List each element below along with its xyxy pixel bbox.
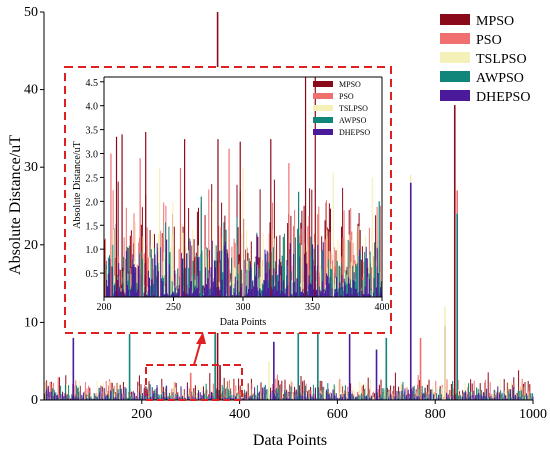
main-legend: MPSO PSO TSLPSO AWPSO DHEPSO: [440, 14, 530, 105]
legend-swatch-dhepso: [440, 90, 470, 101]
x-tick-label: 250: [166, 302, 181, 313]
legend-label-awpso: AWPSO: [339, 116, 367, 125]
legend-label-dhepso: DHEPSO: [476, 90, 530, 105]
main-bars: [44, 12, 534, 400]
legend-swatch-pso: [313, 93, 333, 99]
x-tick-label: 400: [375, 302, 390, 313]
main-x-axis-title: Data Points: [253, 432, 327, 449]
x-tick-label: 350: [305, 302, 320, 313]
y-tick-label: 3.0: [86, 150, 99, 161]
main-y-axis-title: Absolute Distance/uT: [7, 135, 24, 275]
y-tick-label: 1.5: [86, 221, 99, 232]
y-tick-label: 10: [24, 315, 38, 330]
legend-swatch-mpso: [313, 81, 333, 87]
inset-y-axis-title: Absolute Distance/uT: [72, 141, 83, 228]
x-tick-label: 200: [131, 407, 152, 422]
legend-label-pso: PSO: [339, 92, 354, 101]
inset-axes: 200 250 300 350 400 0.5 1.0 1.5 2.0 2.5 3.0 3.5 4.0 4…: [86, 76, 390, 313]
legend-swatch-awpso: [440, 71, 470, 82]
y-tick-label: 4.0: [86, 102, 99, 113]
legend-swatch-tslpso: [313, 105, 333, 111]
y-tick-label: 3.5: [86, 126, 99, 137]
inset-bars: [104, 77, 383, 297]
y-tick-label: 2.0: [86, 197, 99, 208]
y-tick-label: 50: [24, 5, 38, 20]
inset-legend: MPSO PSO TSLPSO AWPSO DHEPSO: [313, 80, 370, 137]
x-tick-label: 1000: [519, 407, 547, 422]
y-tick-label: 1.0: [86, 245, 99, 256]
legend-label-mpso: MPSO: [339, 80, 361, 89]
y-tick-label: 0.5: [86, 269, 99, 280]
x-tick-label: 300: [236, 302, 251, 313]
x-tick-label: 400: [229, 407, 250, 422]
legend-label-mpso: MPSO: [476, 14, 514, 29]
x-tick-label: 800: [425, 407, 446, 422]
y-tick-label: 30: [24, 160, 38, 175]
y-tick-label: 0: [31, 393, 38, 408]
y-tick-label: 40: [24, 83, 38, 98]
legend-label-dhepso: DHEPSO: [339, 128, 370, 137]
legend-swatch-dhepso: [313, 129, 333, 135]
legend-label-awpso: AWPSO: [476, 71, 524, 86]
legend-label-tslpso: TSLPSO: [476, 52, 527, 67]
y-tick-label: 20: [24, 238, 38, 253]
legend-swatch-mpso: [440, 14, 470, 25]
x-tick-label: 600: [327, 407, 348, 422]
x-tick-label: 200: [97, 302, 112, 313]
y-tick-label: 4.5: [86, 78, 99, 89]
legend-label-pso: PSO: [476, 33, 502, 48]
legend-swatch-awpso: [313, 117, 333, 123]
y-tick-label: 2.5: [86, 173, 99, 184]
legend-label-tslpso: TSLPSO: [339, 104, 368, 113]
legend-swatch-pso: [440, 33, 470, 44]
legend-swatch-tslpso: [440, 52, 470, 63]
inset-x-axis-title: Data Points: [220, 317, 266, 328]
main-axes: 200 400 600 800 1000 0 10 20 30 40 50: [24, 5, 547, 422]
zoom-arrow-head: [196, 332, 206, 344]
